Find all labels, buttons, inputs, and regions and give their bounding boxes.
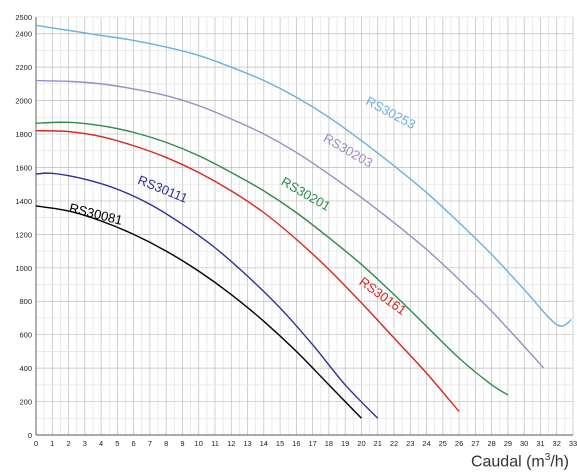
x-axis-title-main: Caudal (m	[470, 453, 545, 471]
x-tick-label: 22	[390, 439, 398, 448]
curve-RS30201	[35, 121, 509, 396]
y-tick-label: 1400	[15, 197, 32, 206]
x-tick-label: 14	[260, 439, 268, 448]
y-tick-labels: 0 200 400 600 800 1000 1200 1400 1600 1800 2000 220…	[15, 13, 32, 440]
curve-RS30081	[35, 205, 362, 419]
x-tick-label: 31	[536, 439, 544, 448]
x-tick-label: 25	[439, 439, 447, 448]
curve-RS30111	[35, 172, 379, 419]
curve-label-RS30201: RS30201	[279, 174, 333, 214]
curve-label-RS30161: RS30161	[356, 274, 409, 318]
x-tick-label: 30	[520, 439, 528, 448]
x-tick-label: 26	[455, 439, 463, 448]
y-tick-label: 2500	[15, 13, 32, 22]
y-tick-label: 1200	[15, 230, 32, 239]
x-tick-label: 16	[292, 439, 300, 448]
y-tick-label: 200	[19, 398, 32, 407]
x-tick-label: 1	[50, 439, 54, 448]
y-tick-label: 0	[28, 431, 32, 440]
x-tick-label: 4	[99, 439, 103, 448]
x-tick-label: 3	[83, 439, 87, 448]
x-tick-label: 17	[308, 439, 316, 448]
y-tick-label: 600	[19, 331, 32, 340]
x-tick-label: 23	[406, 439, 414, 448]
y-tick-label: 400	[19, 364, 32, 373]
x-tick-label: 9	[180, 439, 184, 448]
x-tick-label: 28	[487, 439, 495, 448]
y-tick-label: 2200	[15, 63, 32, 72]
curve-label-RS30081: RS30081	[68, 200, 124, 228]
curve-RS30203	[35, 79, 545, 369]
x-tick-label: 32	[553, 439, 561, 448]
x-tick-label: 8	[164, 439, 168, 448]
y-tick-label: 1800	[15, 130, 32, 139]
x-tick-label: 29	[504, 439, 512, 448]
x-tick-label: 11	[211, 439, 219, 448]
x-tick-label: 13	[243, 439, 251, 448]
x-axis-title: Caudal (m3/h)	[471, 452, 569, 471]
y-tick-label: 1600	[15, 163, 32, 172]
y-tick-label: 1000	[15, 264, 32, 273]
x-tick-label: 19	[341, 439, 349, 448]
x-tick-label: 7	[148, 439, 152, 448]
x-tick-label: 18	[325, 439, 333, 448]
x-tick-label: 15	[276, 439, 284, 448]
x-tick-label: 2	[66, 439, 70, 448]
y-tick-label: 800	[19, 297, 32, 306]
curve-RS30161	[35, 129, 460, 413]
y-tick-label: 2000	[15, 97, 32, 106]
x-tick-label: 33	[569, 439, 577, 448]
x-axis-title-tail: /h)	[550, 453, 569, 471]
x-axis-title-sup: 3	[544, 452, 551, 463]
curves	[35, 24, 572, 419]
x-tick-label: 24	[422, 439, 430, 448]
x-tick-label: 12	[227, 439, 235, 448]
y-tick-label: 2400	[15, 30, 32, 39]
x-tick-label: 6	[132, 439, 136, 448]
x-tick-label: 5	[115, 439, 119, 448]
curve-RS30253	[35, 24, 572, 327]
grid	[35, 16, 574, 436]
x-tick-label: 10	[195, 439, 203, 448]
x-tick-label: 20	[357, 439, 365, 448]
x-tick-label: 27	[471, 439, 479, 448]
x-tick-label: 21	[374, 439, 382, 448]
x-tick-label: 0	[34, 439, 38, 448]
x-tick-labels: 0 1 2 3 4 5 6 7 8 9 10 11 12 13 14 15 16 17 18 19 20 21 22 23 24…	[34, 439, 577, 448]
